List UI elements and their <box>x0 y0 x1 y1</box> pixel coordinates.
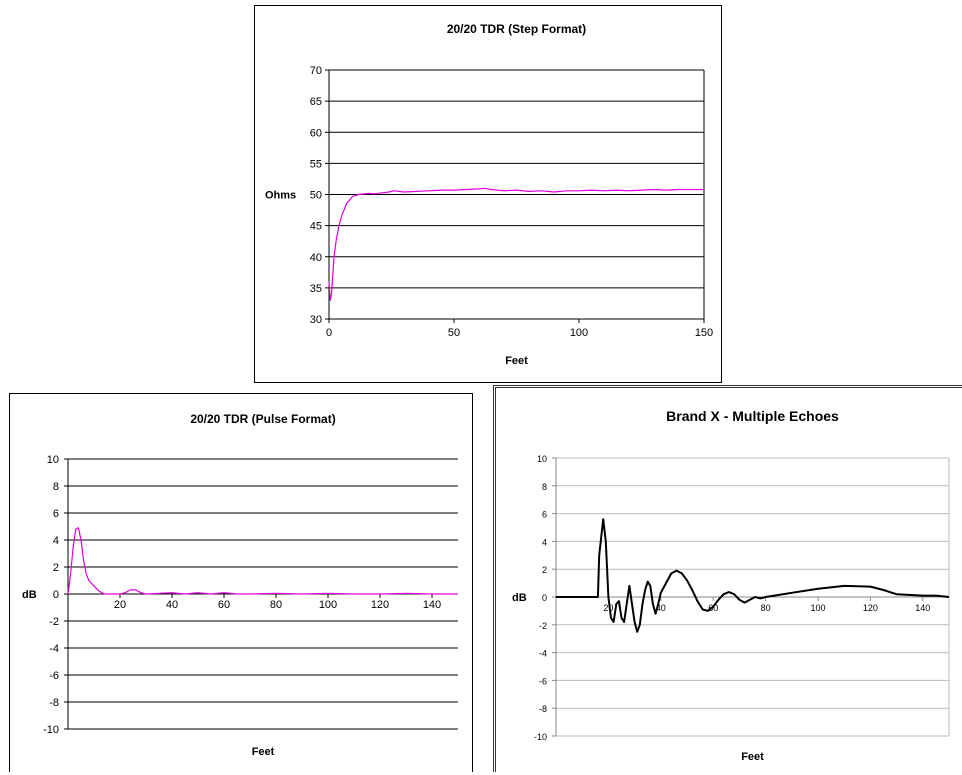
y-axis-title: dB <box>22 589 37 601</box>
y-axis-title: dB <box>512 592 527 604</box>
y-tick-label: -10 <box>534 732 547 742</box>
series-line <box>328 187 704 301</box>
x-tick-label: 80 <box>270 599 282 611</box>
y-tick-label: 60 <box>310 127 322 139</box>
y-tick-label: 10 <box>47 454 59 466</box>
x-axis-title: Feet <box>252 746 275 758</box>
x-tick-label: 100 <box>319 599 337 611</box>
x-tick-label: 60 <box>708 603 718 613</box>
x-tick-label: 100 <box>570 327 588 339</box>
y-tick-label: 40 <box>310 252 322 264</box>
y-tick-label: 30 <box>310 314 322 326</box>
x-tick-label: 20 <box>114 599 126 611</box>
y-tick-label: -4 <box>539 649 547 659</box>
y-tick-label: -6 <box>539 676 547 686</box>
y-tick-label: 6 <box>542 510 547 520</box>
y-tick-label: -10 <box>43 724 59 736</box>
y-tick-label: 10 <box>537 454 547 464</box>
x-tick-label: 140 <box>915 603 930 613</box>
x-tick-label: 40 <box>656 603 666 613</box>
y-tick-label: 0 <box>542 593 547 603</box>
x-axis-title: Feet <box>741 751 764 763</box>
y-tick-label: -2 <box>539 621 547 631</box>
x-tick-label: 60 <box>218 599 230 611</box>
y-axis-title: Ohms <box>265 190 296 202</box>
x-tick-label: 140 <box>423 599 441 611</box>
y-tick-label: 55 <box>310 158 322 170</box>
y-tick-label: 6 <box>53 508 59 520</box>
x-tick-label: 80 <box>761 603 771 613</box>
series-line <box>67 527 458 595</box>
chart-title: 20/20 TDR (Pulse Format) <box>190 412 335 426</box>
x-tick-label: 40 <box>166 599 178 611</box>
pulse-format-chart-svg: 20/20 TDR (Pulse Format) -10 -8 -6 -4 -2 0 2 4 6 8… <box>22 412 458 758</box>
x-tick-label: 150 <box>695 327 713 339</box>
x-tick-label: 100 <box>810 603 825 613</box>
y-tick-label: -2 <box>49 616 59 628</box>
x-tick-label: 50 <box>448 327 460 339</box>
y-tick-label: 2 <box>542 565 547 575</box>
series-line <box>556 518 950 633</box>
y-tick-label: -6 <box>49 670 59 682</box>
y-tick-label: -4 <box>49 643 59 655</box>
y-tick-label: 4 <box>53 535 59 547</box>
y-tick-label: -8 <box>49 697 59 709</box>
brand-x-chart: Brand X - Multiple Echoes -10 -8 -6 -4 -2 0 2 4 6… <box>493 385 962 772</box>
chart-title: 20/20 TDR (Step Format) <box>447 22 586 36</box>
y-tick-label: 70 <box>310 65 322 77</box>
x-tick-label: 0 <box>326 327 332 339</box>
brand-x-chart-svg: Brand X - Multiple Echoes -10 -8 -6 -4 -2 0 2 4 6… <box>512 408 950 763</box>
x-tick-label: 120 <box>371 599 389 611</box>
y-tick-label: 8 <box>53 481 59 493</box>
pulse-format-chart: 20/20 TDR (Pulse Format) -10 -8 -6 -4 -2 0 2 4 6 8… <box>9 393 473 772</box>
y-tick-label: -8 <box>539 704 547 714</box>
step-format-chart: 20/20 TDR (Step Format) 30 35 40 45 50 55 60 65 7… <box>254 5 722 383</box>
x-tick-label: 120 <box>863 603 878 613</box>
y-tick-label: 4 <box>542 537 547 547</box>
y-tick-label: 8 <box>542 482 547 492</box>
y-tick-label: 0 <box>53 589 59 601</box>
x-axis-title: Feet <box>505 355 528 367</box>
chart-title: Brand X - Multiple Echoes <box>666 408 839 424</box>
y-tick-label: 35 <box>310 283 322 295</box>
x-tick-label: 20 <box>603 603 613 613</box>
y-tick-label: 45 <box>310 221 322 233</box>
y-tick-label: 50 <box>310 190 322 202</box>
step-format-chart-svg: 20/20 TDR (Step Format) 30 35 40 45 50 55 60 65 7… <box>265 22 713 367</box>
y-tick-label: 65 <box>310 96 322 108</box>
y-tick-label: 2 <box>53 562 59 574</box>
